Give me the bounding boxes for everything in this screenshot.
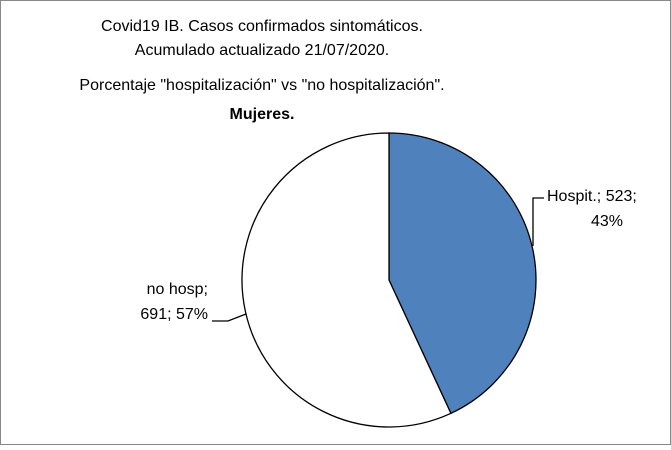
chart-title: Mujeres. [230,106,295,123]
leader-line [532,197,544,246]
chart-title: Covid19 IB. Casos confirmados sintomátic… [101,18,423,35]
chart-title: Acumulado actualizado 21/07/2020. [135,42,389,59]
data-label: 43% [591,213,623,230]
data-label: 691; 57% [140,306,208,323]
pie-slice [388,132,537,415]
chart-title: Porcentaje "hospitalización" vs "no hosp… [79,77,444,94]
data-label: no hosp; [147,281,208,298]
leader-line [212,313,247,322]
data-label: Hospit.; 523; [547,188,637,205]
pie-slice [241,132,452,428]
